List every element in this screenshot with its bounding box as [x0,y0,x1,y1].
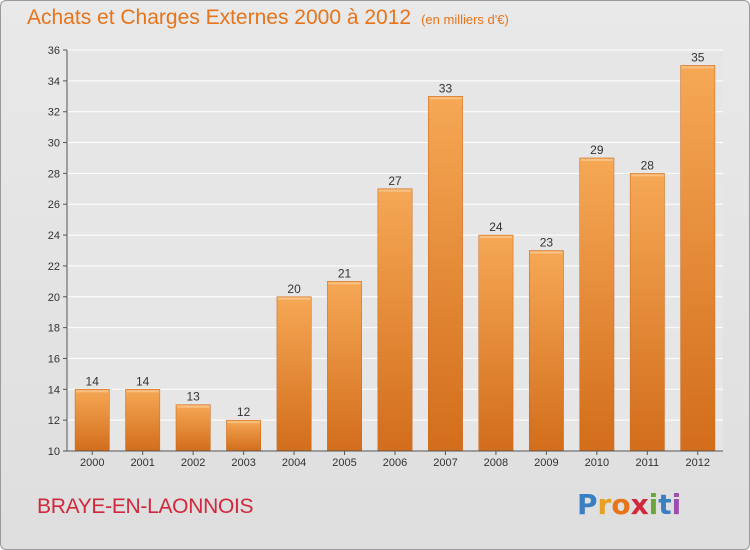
data-label: 24 [489,220,503,234]
bar [478,234,514,452]
bar [125,389,161,452]
x-tick-label: 2001 [130,457,154,469]
bars: 14 14 13 12 20 21 27 33 24 23 29 28 35 [74,50,716,452]
data-label: 27 [388,174,402,188]
x-tick-label: 2002 [181,457,205,469]
y-tick-label: 10 [48,446,60,458]
x-tick-label: 2008 [484,457,508,469]
bar-highlight [479,236,513,239]
bar-highlight [126,390,159,393]
data-label: 12 [237,405,251,419]
data-label: 23 [540,236,554,250]
y-tick-label: 22 [48,261,60,273]
unit-note: (en milliers d'€) [421,12,509,27]
bar-highlight [681,66,714,69]
data-label: 29 [590,143,604,157]
logo-letter: i [648,488,659,521]
y-tick-label: 30 [48,138,60,150]
bar-highlight [176,405,210,408]
bar [276,296,312,452]
logo-letter: P [577,488,598,521]
bar [327,281,362,452]
y-tick-label: 18 [48,323,60,335]
axes: 10 12 14 16 18 20 22 24 26 28 30 32 34 36 2000 2001 2002… [48,45,723,469]
x-tick-label: 2003 [231,457,255,469]
bar-highlight [378,189,412,192]
x-tick-label: 2005 [332,457,356,469]
bar-highlight [227,421,260,424]
bar [428,96,463,452]
data-label: 28 [641,158,655,172]
data-label: 14 [86,374,100,388]
bar-highlight [631,174,664,177]
bar [175,404,211,452]
proxiti-logo: Proxiti [577,488,681,521]
y-tick-label: 14 [48,384,60,396]
y-tick-label: 16 [48,353,60,365]
y-tick-label: 32 [48,107,60,119]
data-label: 20 [287,282,301,296]
chart-title: Achats et Charges Externes 2000 à 2012 (e… [27,6,509,30]
data-label: 35 [691,50,705,64]
bar-highlight [580,158,614,161]
logo-letter: x [630,488,649,521]
y-tick-label: 28 [48,168,60,180]
x-tick-label: 2006 [383,457,407,469]
logo-letter: r [597,488,612,521]
bar [74,389,110,452]
y-tick-label: 26 [48,199,60,211]
y-tick-label: 36 [48,45,60,57]
bar-highlight [328,282,361,285]
bar [579,157,615,452]
bar-highlight [277,297,311,300]
y-tick-label: 34 [48,76,60,88]
y-tick-label: 12 [48,415,60,427]
data-label: 13 [186,390,200,404]
bar [377,188,413,452]
bar [226,419,262,452]
bar-highlight [429,97,462,100]
bar-highlight [76,390,109,393]
x-tick-label: 2004 [282,457,306,469]
data-label: 21 [338,266,352,280]
logo-letter: o [611,488,631,521]
x-tick-label: 2010 [585,457,609,469]
chart-title-text: Achats et Charges Externes 2000 à 2012 [27,6,412,29]
x-tick-label: 2000 [80,457,104,469]
bar [528,250,564,452]
logo-letter: i [671,488,682,521]
y-tick-label: 20 [48,292,60,304]
x-tick-label: 2011 [635,457,659,469]
commune-name: BRAYE-EN-LAONNOIS [37,495,254,518]
bar-highlight [530,251,563,254]
x-tick-label: 2012 [686,457,710,469]
y-tick-label: 24 [48,230,60,242]
x-tick-label: 2009 [534,457,558,469]
x-tick-label: 2007 [433,457,457,469]
data-label: 14 [136,374,150,388]
logo-letter: t [658,488,672,521]
bar [680,65,716,452]
bar [629,173,665,452]
data-label: 33 [439,81,453,95]
